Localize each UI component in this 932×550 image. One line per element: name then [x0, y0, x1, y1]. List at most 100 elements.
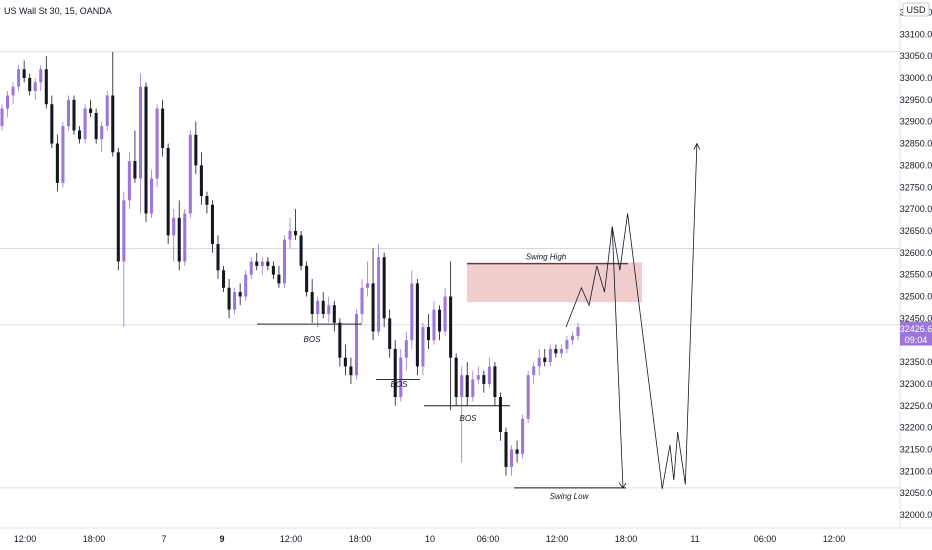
candle: [138, 73, 142, 214]
candle-body: [122, 200, 126, 262]
candle: [166, 143, 170, 245]
candle: [271, 261, 275, 280]
chart-title: US Wall St 30, 15, OANDA: [4, 6, 112, 16]
price-tick-label: 32900.0: [900, 117, 932, 127]
candle-body: [66, 99, 70, 127]
current-price-value: 32426.6: [900, 324, 932, 334]
candle-body: [393, 348, 397, 398]
candle: [28, 73, 32, 96]
candle: [11, 82, 15, 105]
price-tick-label: 33100.0: [900, 29, 932, 39]
candle-body: [510, 449, 514, 467]
projection-drop-line: [611, 226, 624, 488]
price-axis-panel[interactable]: [900, 0, 932, 528]
candle-body: [482, 375, 486, 384]
price-tick-label: 32850.0: [900, 139, 932, 149]
candle: [432, 300, 436, 345]
time-tick-label: 10: [425, 534, 435, 544]
candle-body: [399, 357, 403, 398]
candle-body: [277, 274, 281, 284]
candle-body: [321, 300, 325, 314]
candle: [487, 357, 491, 389]
time-tick-label: 7: [161, 534, 166, 544]
candle: [426, 313, 430, 349]
candle: [238, 283, 242, 306]
candle-body: [244, 274, 248, 297]
candle: [94, 108, 98, 144]
candle-body: [205, 195, 209, 205]
candle-body: [498, 397, 502, 432]
price-tick-label: 32500.0: [900, 292, 932, 302]
candle-body: [521, 418, 525, 454]
candle-body: [294, 230, 298, 236]
candle: [210, 200, 214, 253]
candle-body: [260, 261, 264, 266]
candle: [349, 357, 353, 384]
candle: [17, 64, 21, 92]
candle-body: [138, 86, 142, 179]
candle: [199, 152, 203, 205]
candle-body: [443, 296, 447, 332]
candle-body: [222, 270, 226, 288]
time-tick-label: 06:00: [754, 534, 777, 544]
currency-badge[interactable]: USD: [902, 2, 930, 17]
candle: [316, 296, 320, 328]
price-tick-label: 33000.0: [900, 73, 932, 83]
candle: [343, 344, 347, 376]
candle: [421, 322, 425, 376]
candle-body: [487, 366, 491, 384]
candle: [510, 445, 514, 476]
candle: [116, 147, 120, 271]
candle: [565, 335, 569, 354]
candle-body: [554, 348, 558, 354]
candle: [83, 104, 87, 144]
candle: [371, 248, 375, 341]
candle-body: [543, 357, 547, 363]
price-tick-label: 32350.0: [900, 357, 932, 367]
candle: [521, 414, 525, 459]
candle: [244, 270, 248, 301]
drop-arrowhead: [618, 482, 627, 489]
price-tick-label: 32650.0: [900, 226, 932, 236]
time-axis-labels: 12:00 18:00 7 9 12:00 18:00 10 06:00 12:00 18:00 1…: [14, 534, 846, 544]
candle-body: [570, 335, 574, 341]
candle-body: [465, 375, 469, 398]
candle: [504, 427, 508, 476]
price-tick-label: 32750.0: [900, 182, 932, 192]
candle-body: [305, 265, 309, 293]
candle: [465, 362, 469, 406]
candle: [443, 287, 447, 336]
candle-body: [61, 126, 65, 183]
candle: [366, 261, 370, 297]
annotations: BOS BOS BOS Swing High Swing Low: [257, 142, 701, 501]
swing-high-label: Swing High: [526, 253, 567, 262]
candle: [89, 99, 93, 118]
candle-body: [410, 283, 414, 341]
candle-body: [249, 261, 253, 275]
candle-body: [316, 300, 320, 314]
candle: [50, 95, 54, 148]
candle: [44, 56, 48, 109]
candle-body: [144, 86, 148, 214]
gridlines: [0, 51, 900, 489]
price-tick-label: 32600.0: [900, 248, 932, 258]
price-tick-label: 32250.0: [900, 401, 932, 411]
candle-body: [449, 296, 453, 358]
price-tick-label: 32050.0: [900, 488, 932, 498]
candle: [404, 331, 408, 371]
candle-body: [537, 357, 541, 367]
candle: [399, 348, 403, 402]
candle-body: [271, 265, 275, 275]
candle: [393, 340, 397, 406]
candle: [155, 104, 159, 188]
candle: [305, 261, 309, 297]
currency-label: USD: [906, 5, 926, 15]
candle-body: [172, 217, 176, 236]
candle-body: [133, 161, 137, 179]
candle-body: [39, 69, 43, 83]
candle-body: [105, 95, 109, 127]
candle-body: [338, 322, 342, 358]
candle: [172, 209, 176, 262]
candle: [515, 440, 519, 463]
